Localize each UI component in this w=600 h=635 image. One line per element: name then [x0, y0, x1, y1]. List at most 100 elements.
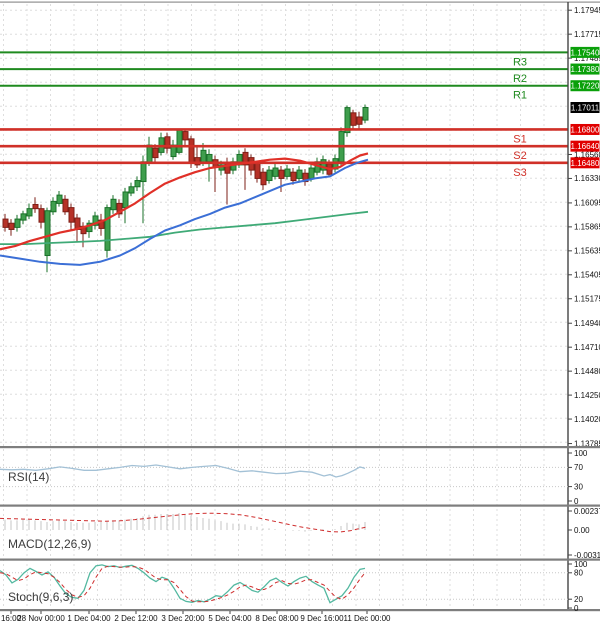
stoch-k-line: [0, 564, 366, 604]
price-tick-label: 1.14710: [574, 343, 600, 352]
candle-down: [68, 207, 75, 223]
candle-down: [2, 218, 9, 228]
price-badge-green: [570, 80, 600, 92]
macd-indicator-label: MACD(12,26,9): [8, 537, 91, 551]
candle-up: [200, 149, 207, 164]
candle-down: [260, 171, 267, 186]
stoch-axis-label: 20: [574, 595, 583, 604]
time-tick-label: 28 Nov 00:00: [17, 614, 65, 623]
time-tick-label: 1 Dec 04:00: [67, 614, 111, 623]
stoch-indicator-label: Stoch(9,6,3): [8, 590, 73, 604]
price-badge-label: 1.17380: [571, 65, 600, 74]
macd-signal-line: [0, 512, 369, 533]
S3-level-label: S3: [513, 167, 526, 179]
price-tick-label: 1.16330: [574, 174, 600, 183]
time-tick-label: 5 Dec 04:00: [208, 614, 252, 623]
ma-fast-red-line: [0, 152, 369, 251]
candle-down: [254, 162, 261, 179]
candle-down: [290, 171, 297, 182]
rsi-indicator-label: RSI(14): [8, 470, 49, 484]
R1-level-label: R1: [513, 90, 527, 102]
candle-up: [284, 168, 291, 177]
price-tick-label: 1.16095: [574, 199, 600, 208]
price-badge-green: [570, 63, 600, 75]
price-badge-red: [570, 140, 600, 152]
candle-up: [272, 167, 279, 177]
candle-up: [56, 194, 63, 204]
candle-up: [92, 215, 99, 226]
candle-down: [194, 157, 201, 166]
candle-up: [122, 191, 129, 209]
candle-up: [104, 207, 111, 251]
candle-up: [176, 128, 183, 153]
price-axis[interactable]: 1.17945 1.17715 1.17485 1.16560 1.16330 1.160…: [567, 2, 600, 611]
pane-separator: [0, 609, 600, 612]
pane-separator: [0, 558, 600, 561]
candle-up: [128, 186, 135, 194]
pane-separator: [0, 504, 600, 507]
time-tick-label: 8 Dec 08:00: [255, 614, 299, 623]
price-tick-label: 1.13785: [574, 439, 600, 448]
candle-up: [134, 180, 141, 188]
candle-down: [350, 112, 357, 126]
stoch-d-line: [0, 565, 366, 603]
stoch-axis-label: 0: [574, 604, 579, 613]
rsi-axis-label: 70: [574, 463, 583, 472]
candle-down: [38, 208, 45, 223]
candle-down: [188, 138, 195, 164]
candle-down: [356, 116, 363, 125]
candle-up: [86, 222, 93, 233]
rsi-pane: RSI(14) 100 70 30 0: [0, 449, 588, 506]
price-tick-label: 1.14480: [574, 367, 600, 376]
rsi-axis-label: 30: [574, 482, 583, 491]
price-badge-red: [570, 157, 600, 169]
stoch-axis-label: 100: [574, 560, 588, 569]
price-badge-label: 1.16640: [571, 142, 600, 151]
time-tick-label: 9 Dec 16:00: [300, 614, 344, 623]
candle-up: [44, 210, 51, 257]
candle-down: [62, 198, 69, 213]
candle-up: [14, 218, 21, 228]
candle-down: [302, 172, 309, 183]
S2-level-label: S2: [513, 150, 526, 162]
candle-down: [32, 203, 39, 210]
price-tick-label: 1.15405: [574, 271, 600, 280]
price-tick-label: 1.14250: [574, 391, 600, 400]
price-tick-label: 1.17485: [574, 54, 600, 63]
candle-up: [110, 198, 117, 211]
candle-down: [278, 169, 285, 179]
rsi-axis-label: 0: [574, 497, 579, 506]
price-tick-label: 1.14020: [574, 415, 600, 424]
candle-down: [164, 136, 171, 149]
price-badge-label: 1.17220: [571, 82, 600, 91]
time-tick-label: 3 Dec 20:00: [161, 614, 205, 623]
candle-up: [206, 153, 213, 163]
price-badge-label: 1.16800: [571, 125, 600, 134]
price-tick-label: 1.17715: [574, 30, 600, 39]
rsi-axis-label: 100: [574, 449, 588, 458]
window-top-border: [0, 1, 600, 3]
time-tick-label: 11 Dec 00:00: [344, 614, 392, 623]
price-tick-label: 1.16560: [574, 150, 600, 159]
macd-axis-label: 0.002371: [574, 507, 600, 516]
grid: [0, 4, 568, 609]
macd-axis-label: -0.003124: [574, 551, 600, 560]
price-tick-label: 1.15865: [574, 223, 600, 232]
candle-up: [296, 169, 303, 179]
price-tick-label: 1.15635: [574, 247, 600, 256]
price-badge-red: [570, 123, 600, 135]
price-tick-label: 1.17945: [574, 6, 600, 15]
candle-down: [242, 151, 249, 166]
price-tick-label: 1.15175: [574, 295, 600, 304]
candle-up: [320, 159, 327, 171]
candle-up: [308, 167, 315, 179]
S1-level-label: S1: [513, 133, 526, 145]
macd-axis-label: 0.00: [574, 526, 590, 535]
rsi-line: [0, 464, 366, 478]
candle-down: [182, 131, 189, 141]
candle-up: [146, 144, 153, 164]
